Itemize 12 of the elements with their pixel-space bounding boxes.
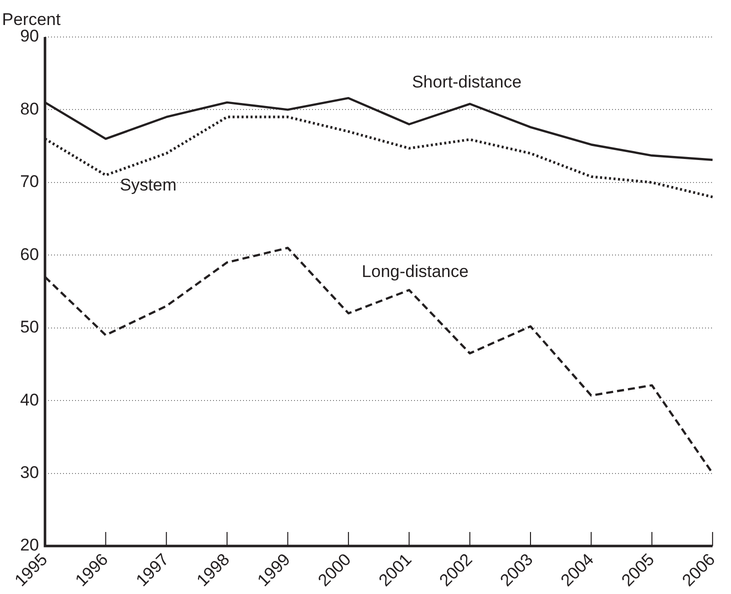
y-tick-label: 80 — [20, 99, 39, 118]
y-tick-label: 50 — [20, 318, 39, 337]
y-tick-label: 30 — [20, 462, 39, 482]
y-axis-title: Percent — [2, 10, 61, 30]
series-label: Short-distance — [412, 72, 522, 92]
y-tick-label: 20 — [20, 536, 39, 555]
series-label: Long-distance — [362, 262, 469, 282]
y-tick-label: 70 — [20, 172, 39, 192]
series-label: System — [120, 176, 177, 195]
y-tick-label: 60 — [20, 244, 39, 264]
y-tick-label: 90 — [20, 26, 39, 46]
y-tick-label: 40 — [20, 390, 39, 410]
